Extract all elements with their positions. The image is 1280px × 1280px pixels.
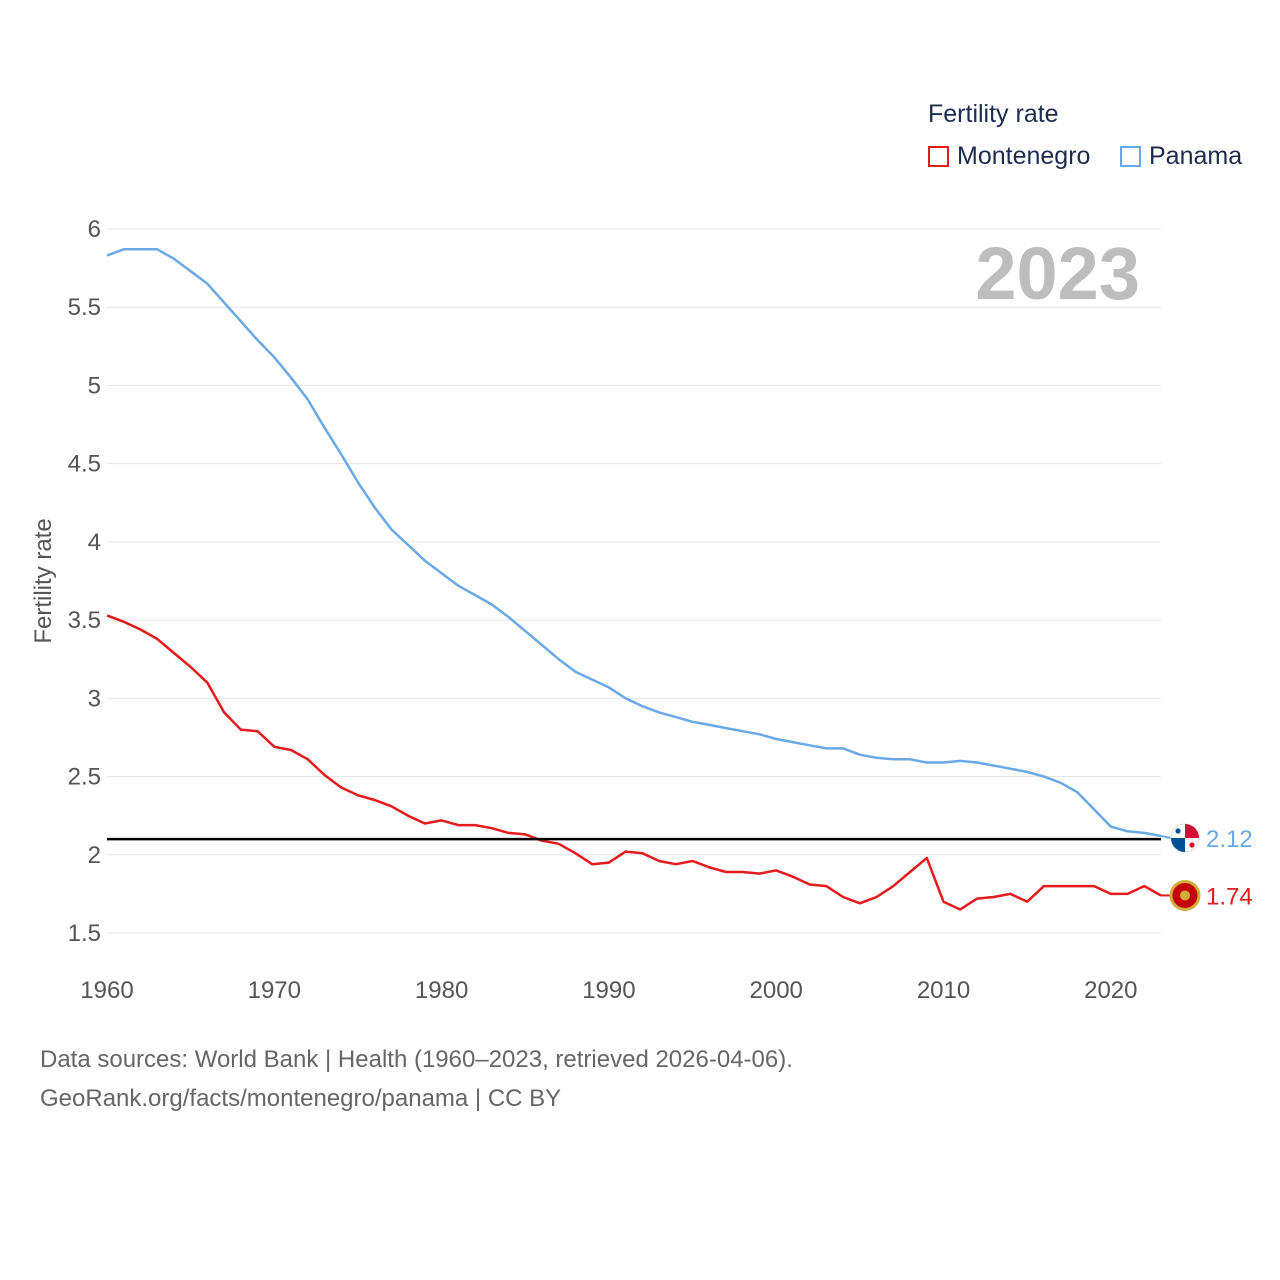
x-tick-label: 1980	[415, 977, 468, 1004]
x-tick-label: 1970	[248, 977, 301, 1004]
flag-red-quarter	[1185, 824, 1199, 839]
flag-blue-star	[1175, 828, 1181, 834]
year-label: 2023	[975, 232, 1140, 315]
y-tick-label: 3	[88, 685, 101, 712]
x-tick-label: 2000	[750, 977, 803, 1004]
y-tick-label: 5	[88, 372, 101, 399]
y-tick-label: 5.5	[68, 294, 101, 321]
series-line-montenegro	[106, 614, 1162, 911]
flag-panama-icon	[1170, 823, 1200, 853]
y-tick-label: 2.5	[68, 764, 101, 791]
x-tick-label: 2020	[1084, 977, 1137, 1004]
source-link[interactable]: GeoRank.org/facts/montenegro/panama | CC…	[40, 1085, 562, 1112]
y-tick-label: 4	[88, 529, 101, 556]
legend-swatch-panama	[1120, 146, 1141, 167]
x-tick-label: 2010	[917, 977, 970, 1004]
x-tick-label: 1990	[582, 977, 635, 1004]
end-value-label-panama: 2.12	[1206, 826, 1253, 853]
y-tick-label: 3.5	[68, 607, 101, 634]
y-tick-label: 2	[88, 842, 101, 869]
y-axis-label: Fertility rate	[30, 518, 57, 643]
legend-swatch-montenegro	[928, 146, 949, 167]
end-connector-panama	[1160, 835, 1172, 839]
legend-item-montenegro[interactable]: Montenegro	[928, 142, 1090, 171]
series-line-panama	[106, 248, 1162, 838]
source-text: Data sources: World Bank | Health (1960–…	[40, 1046, 793, 1073]
y-tick-label: 6	[88, 216, 101, 243]
fertility-line-chart: 1.5 2 2.5 3 3.5 4 4.5 5 5.5 6 1960 1970 1980 1990 2000…	[30, 216, 1253, 1004]
legend-title: Fertility rate	[928, 100, 1059, 128]
flag-emblem	[1180, 890, 1190, 901]
y-tick-label: 1.5	[68, 920, 101, 947]
legend-label-panama: Panama	[1149, 142, 1243, 170]
legend-item-panama[interactable]: Panama	[1120, 142, 1242, 171]
end-value-label-montenegro: 1.74	[1206, 883, 1253, 910]
flag-montenegro-icon	[1169, 879, 1201, 911]
flag-red-star	[1189, 842, 1195, 848]
y-tick-label: 4.5	[68, 451, 101, 478]
x-tick-label: 1960	[80, 977, 133, 1004]
flag-blue-quarter	[1171, 838, 1185, 853]
legend-label-montenegro: Montenegro	[957, 142, 1091, 170]
